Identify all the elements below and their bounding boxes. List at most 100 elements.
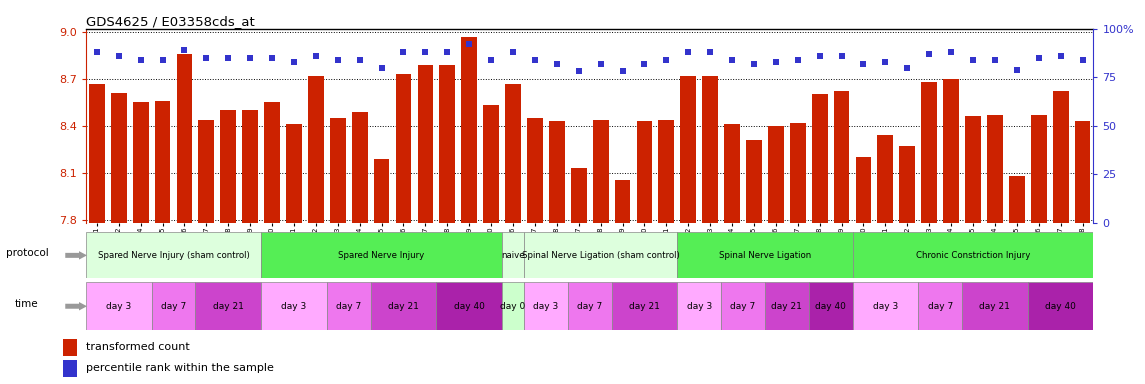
Bar xyxy=(86,282,151,330)
Bar xyxy=(89,84,104,223)
Bar xyxy=(637,121,653,223)
Text: day 21: day 21 xyxy=(388,302,419,311)
Text: day 21: day 21 xyxy=(772,302,803,311)
Text: Spinal Nerve Ligation (sham control): Spinal Nerve Ligation (sham control) xyxy=(522,251,679,260)
Bar xyxy=(768,126,783,223)
Text: day 3: day 3 xyxy=(282,302,307,311)
Bar xyxy=(155,101,171,223)
Bar xyxy=(261,282,326,330)
Bar xyxy=(548,121,564,223)
Bar xyxy=(483,106,499,223)
Bar xyxy=(111,93,127,223)
Bar xyxy=(812,94,828,223)
Text: day 40: day 40 xyxy=(453,302,484,311)
Text: day 0: day 0 xyxy=(500,302,526,311)
Text: GDS4625 / E03358cds_at: GDS4625 / E03358cds_at xyxy=(86,15,254,28)
Bar xyxy=(593,119,608,223)
Bar xyxy=(853,282,918,330)
Bar xyxy=(765,282,808,330)
Bar xyxy=(1030,115,1047,223)
Bar xyxy=(747,140,761,223)
Bar xyxy=(502,282,524,330)
Bar xyxy=(261,232,502,278)
Bar xyxy=(1075,121,1090,223)
Bar xyxy=(987,115,1003,223)
Bar xyxy=(922,82,937,223)
Bar xyxy=(943,79,960,223)
Text: Spinal Nerve Ligation: Spinal Nerve Ligation xyxy=(719,251,811,260)
Text: day 21: day 21 xyxy=(213,302,244,311)
Bar xyxy=(918,282,962,330)
Bar xyxy=(286,124,302,223)
Bar xyxy=(371,282,436,330)
Bar xyxy=(373,159,389,223)
Text: percentile rank within the sample: percentile rank within the sample xyxy=(86,363,274,373)
Bar xyxy=(615,180,631,223)
Bar xyxy=(678,282,721,330)
Bar xyxy=(1052,91,1068,223)
Bar xyxy=(527,118,543,223)
Text: day 7: day 7 xyxy=(731,302,756,311)
Bar xyxy=(808,282,853,330)
Text: day 40: day 40 xyxy=(815,302,846,311)
Bar xyxy=(524,232,678,278)
Bar xyxy=(680,76,696,223)
Text: day 7: day 7 xyxy=(337,302,362,311)
Bar xyxy=(440,65,456,223)
Text: Spared Nerve Injury (sham control): Spared Nerve Injury (sham control) xyxy=(97,251,250,260)
Bar xyxy=(396,74,411,223)
Bar xyxy=(721,282,765,330)
Bar xyxy=(524,282,568,330)
Bar xyxy=(63,339,77,356)
Bar xyxy=(308,76,324,223)
Bar xyxy=(264,102,279,223)
Bar xyxy=(790,122,806,223)
Bar xyxy=(855,157,871,223)
Text: day 3: day 3 xyxy=(687,302,712,311)
Bar xyxy=(176,54,192,223)
Bar xyxy=(502,232,524,278)
Bar xyxy=(658,119,674,223)
Bar xyxy=(220,110,236,223)
Text: day 7: day 7 xyxy=(160,302,187,311)
Bar xyxy=(352,112,368,223)
Bar xyxy=(198,119,214,223)
Bar xyxy=(243,110,258,223)
Bar xyxy=(436,282,502,330)
Text: day 21: day 21 xyxy=(629,302,660,311)
Bar xyxy=(1028,282,1093,330)
Bar xyxy=(724,124,740,223)
Text: day 7: day 7 xyxy=(927,302,953,311)
Bar xyxy=(505,84,521,223)
Bar xyxy=(418,65,433,223)
Text: time: time xyxy=(15,299,39,310)
Bar xyxy=(678,232,853,278)
Text: day 21: day 21 xyxy=(979,302,1010,311)
Bar xyxy=(568,282,611,330)
Text: naive: naive xyxy=(502,251,524,260)
Text: protocol: protocol xyxy=(6,248,48,258)
Bar xyxy=(151,282,196,330)
Bar xyxy=(1009,176,1025,223)
Bar xyxy=(330,118,346,223)
Bar xyxy=(196,282,261,330)
Bar xyxy=(326,282,371,330)
Text: transformed count: transformed count xyxy=(86,343,190,353)
Text: day 3: day 3 xyxy=(534,302,559,311)
Bar xyxy=(962,282,1028,330)
Bar xyxy=(834,91,850,223)
Text: Chronic Constriction Injury: Chronic Constriction Injury xyxy=(916,251,1030,260)
Bar xyxy=(965,116,981,223)
Bar xyxy=(63,360,77,377)
Bar xyxy=(853,232,1093,278)
Bar xyxy=(461,36,477,223)
Bar xyxy=(900,146,915,223)
Bar xyxy=(86,232,261,278)
Bar xyxy=(571,168,586,223)
Text: Spared Nerve Injury: Spared Nerve Injury xyxy=(339,251,425,260)
Bar xyxy=(611,282,678,330)
Bar xyxy=(877,135,893,223)
Bar xyxy=(702,76,718,223)
Text: day 40: day 40 xyxy=(1045,302,1076,311)
Text: day 3: day 3 xyxy=(106,302,132,311)
